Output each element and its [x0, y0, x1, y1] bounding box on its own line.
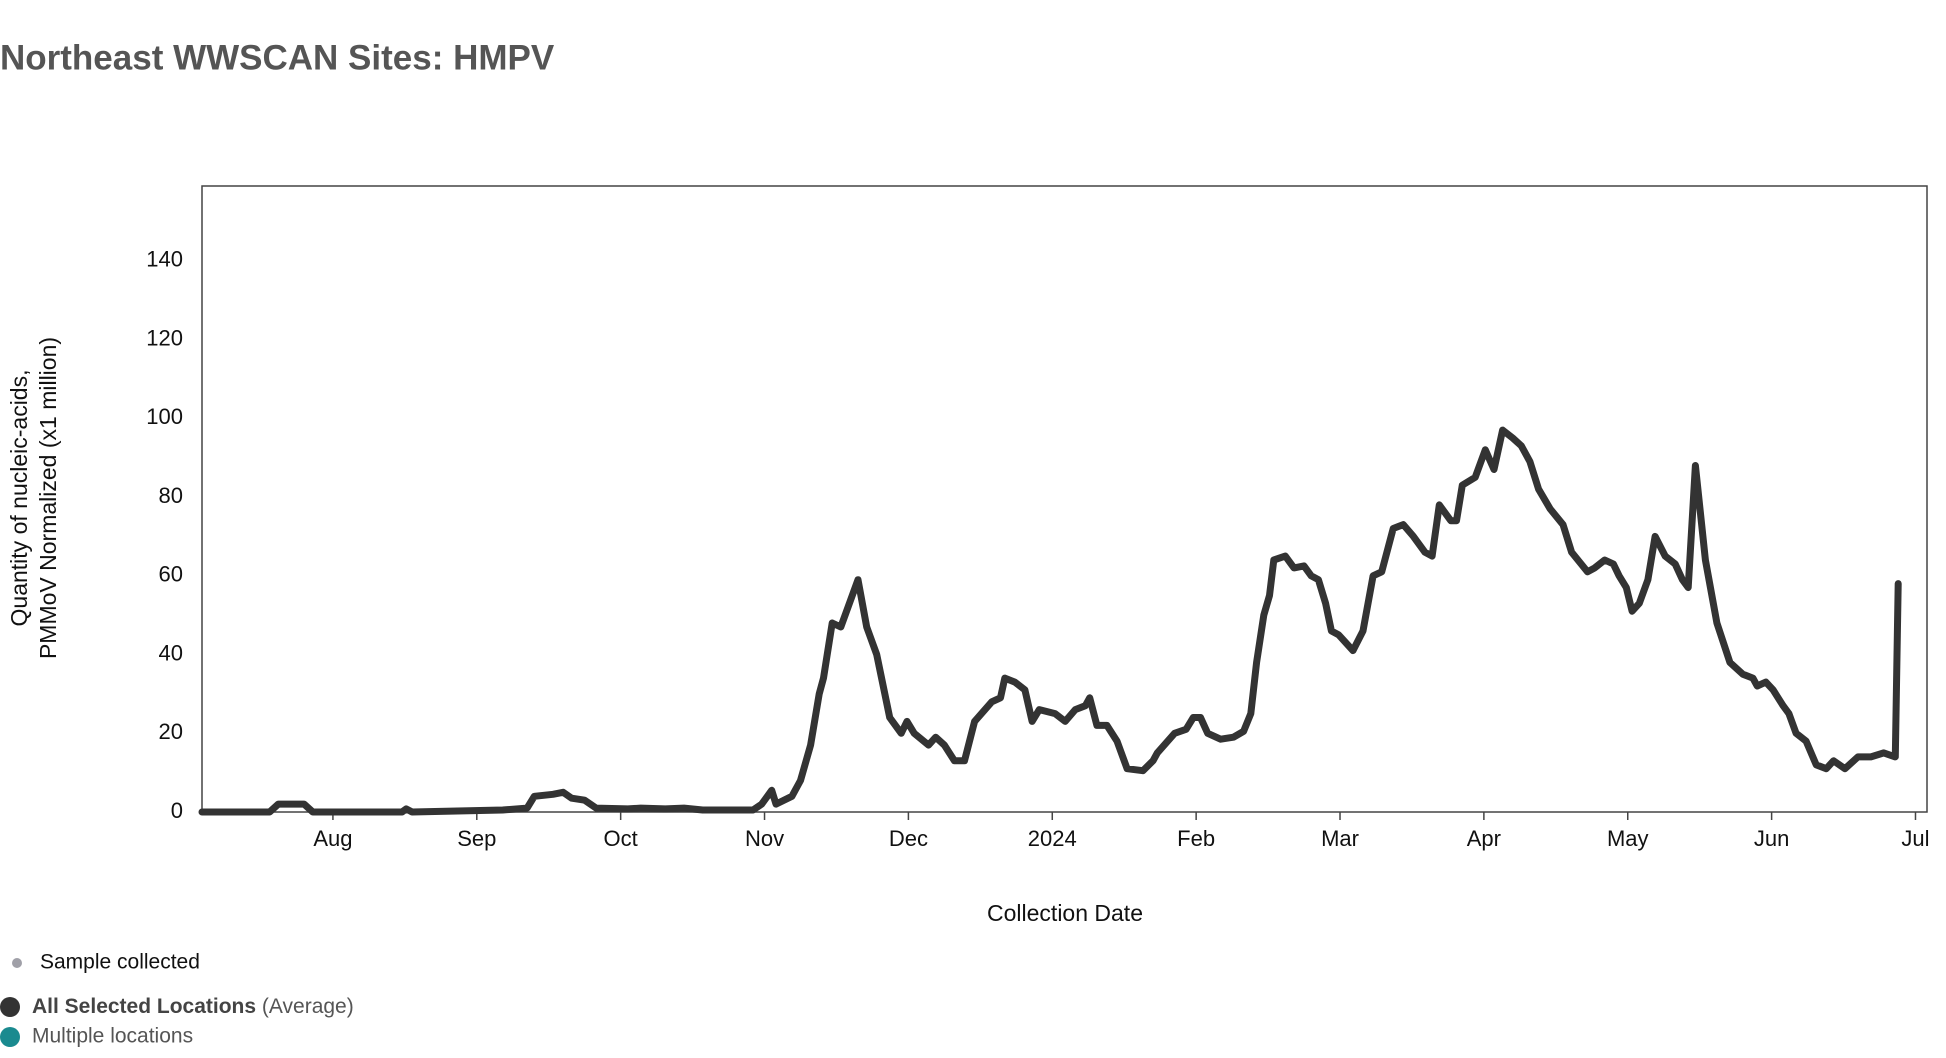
chart-title: Northeast WWSCAN Sites: HMPV	[0, 38, 555, 77]
legend-label: Sample collected	[40, 951, 200, 974]
x-tick-label: Feb	[1177, 826, 1215, 851]
x-tick-label: May	[1607, 826, 1649, 851]
legend-label: Multiple locations	[32, 1025, 193, 1048]
y-tick-label: 140	[146, 247, 183, 272]
legend-label: All Selected Locations (Average)	[32, 995, 354, 1018]
y-tick-label: 20	[159, 719, 183, 744]
y-tick-label: 40	[159, 640, 183, 665]
legend-marker	[0, 1027, 20, 1047]
y-tick-label: 0	[171, 798, 183, 823]
x-axis-label: Collection Date	[987, 900, 1143, 926]
x-tick-label: Aug	[313, 826, 352, 851]
x-tick-label: Jul	[1901, 826, 1929, 851]
y-tick-label: 80	[159, 483, 183, 508]
x-tick-label: Apr	[1467, 826, 1501, 851]
legend-series-name: All Selected Locations	[32, 995, 256, 1018]
x-tick-label: Dec	[889, 826, 928, 851]
y-tick-label: 120	[146, 325, 183, 350]
y-tick-label: 60	[159, 562, 183, 587]
y-tick-label: 100	[146, 404, 183, 429]
x-tick-label: Nov	[745, 826, 784, 851]
y-axis-label: PMMoV Normalized (x1 million)	[35, 337, 61, 659]
x-tick-label: Sep	[457, 826, 496, 851]
data-line	[198, 426, 1902, 816]
y-axis-label: Quantity of nucleic-acids,	[6, 370, 32, 627]
x-tick-label: Mar	[1321, 826, 1359, 851]
legend-marker	[12, 958, 22, 968]
x-tick-label: Jun	[1754, 826, 1789, 851]
legend-marker	[0, 997, 20, 1017]
x-tick-label: 2024	[1028, 826, 1077, 851]
plot-frame	[201, 185, 1928, 813]
x-tick-label: Oct	[604, 826, 638, 851]
legend-series-note: (Average)	[262, 995, 354, 1018]
